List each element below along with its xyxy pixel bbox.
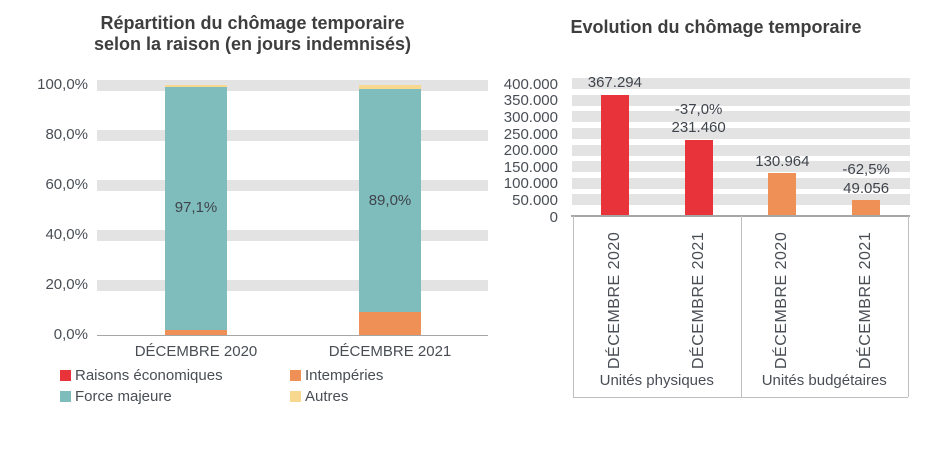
gridline-band [572, 144, 910, 156]
group-label: Unités budgétaires [761, 372, 887, 389]
change-label: -62,5% [842, 161, 890, 179]
gridline-band [572, 161, 910, 173]
legend-label: Raisons économiques [75, 367, 223, 384]
category-label: DÉCEMBRE 2021 [328, 343, 452, 360]
segment-autres [359, 85, 421, 90]
category-box-border [908, 216, 910, 397]
gridline-band [97, 79, 488, 91]
legend-label: Force majeure [75, 388, 172, 405]
vertical-category-label: DÉCEMBRE 2020 [605, 231, 623, 369]
y-axis-tick-label: 250.000 [503, 125, 558, 143]
left-chart-title-line1: Répartition du chômage temporaire [100, 13, 405, 33]
y-axis-tick-label: 150.000 [503, 158, 558, 176]
gridline-band [97, 179, 488, 191]
segment-value-label: 97,1% [174, 199, 218, 217]
bar-value-label-group: -62,5% 49.056 [804, 161, 928, 198]
bar-value-label-group: 130.964 [720, 153, 844, 172]
y-axis-tick-label: 100.000 [503, 175, 558, 193]
segment-intemp-ries [359, 311, 421, 335]
gridline-band [572, 128, 910, 139]
bar-d-cembre-2020-physiques [600, 94, 629, 217]
legend: Raisons économiques Intempéries Force maje… [60, 366, 480, 406]
legend-swatch-intemp-ries [290, 370, 301, 381]
legend-item: Intempéries [290, 366, 480, 385]
left-chart-title-line2: selon la raison (en jours indemnisés) [93, 34, 412, 54]
change-label: -37,0% [674, 100, 723, 118]
stacked-bar-decembre-2021 [359, 85, 421, 335]
chart-evolution-chomage: 400.000 350.000 300.000 250.000 200.000 150.0… [500, 0, 945, 458]
gridline-band [97, 129, 488, 141]
y-axis-tick-label: 80,0% [45, 126, 88, 143]
gridline-band [572, 177, 910, 189]
segment-autres [165, 85, 227, 87]
vertical-category-label: DÉCEMBRE 2020 [773, 231, 791, 369]
y-axis-tick-label: 0,0% [53, 326, 88, 343]
legend-item: Force majeure [60, 387, 290, 406]
gridline-band [572, 111, 910, 123]
gridline-band [572, 94, 910, 106]
legend-item: Autres [290, 387, 480, 406]
category-box-border [740, 216, 742, 397]
legend-label: Intempéries [305, 367, 384, 384]
value-label: 367.294 [587, 74, 642, 92]
gridline-band [97, 229, 488, 241]
bar-d-cembre-2021-physiques [684, 139, 713, 217]
y-axis-tick-label: 350.000 [503, 92, 558, 110]
legend-item: Raisons économiques [60, 366, 290, 385]
right-chart-title: Evolution du chômage temporaire [570, 17, 862, 37]
gridline-band [572, 194, 910, 206]
segment-force-majeure [359, 89, 421, 312]
y-axis-tick-label: 60,0% [45, 176, 88, 193]
legend-swatch-autres [290, 391, 301, 402]
y-axis-tick-label: 300.000 [503, 108, 558, 126]
segment-value-label: 89,0% [368, 191, 412, 209]
group-label: Unités physiques [599, 372, 714, 389]
vertical-category-label: DÉCEMBRE 2021 [857, 231, 875, 369]
y-axis-tick-label: 100,0% [37, 76, 88, 93]
legend-label: Autres [305, 388, 349, 405]
y-axis-tick-label: 40,0% [45, 226, 88, 243]
y-axis-tick-label: 20,0% [45, 276, 88, 293]
segment-intemp-ries [165, 329, 227, 335]
x-axis-line [571, 215, 910, 217]
bar-d-cembre-2020-budgetaires [768, 173, 797, 217]
category-label: DÉCEMBRE 2020 [134, 343, 258, 360]
value-label: 49.056 [843, 179, 890, 197]
y-axis-tick-label: 200.000 [503, 142, 558, 160]
category-box-border [573, 216, 575, 397]
gridline-band [97, 279, 488, 291]
bar-value-label-group: 367.294 [553, 74, 677, 93]
value-label: 130.964 [755, 152, 810, 170]
segment-force-majeure [165, 87, 227, 330]
x-axis-line [97, 334, 488, 336]
left-chart-title: Répartition du chômage temporaire selon … [30, 13, 475, 55]
vertical-category-label: DÉCEMBRE 2021 [689, 231, 707, 369]
category-box-border-bottom [573, 397, 908, 399]
legend-swatch-force-majeure [60, 391, 71, 402]
legend-swatch-raisons-conomiques [60, 370, 71, 381]
y-axis-tick-label: 400.000 [503, 75, 558, 93]
y-axis-tick-label: 50.000 [512, 191, 558, 209]
gridline-band [572, 78, 910, 90]
value-label: 231.460 [671, 119, 726, 137]
chart-repartition-chomage: 100,0% 80,0% 60,0% 40,0% 20,0% 0,0% 97,1% DÉCEM… [37, 76, 488, 406]
bar-value-label-group: -37,0% 231.460 [637, 101, 761, 138]
bar-d-cembre-2021-budgetaires [852, 200, 881, 217]
y-axis-tick-label: 0 [549, 208, 558, 226]
